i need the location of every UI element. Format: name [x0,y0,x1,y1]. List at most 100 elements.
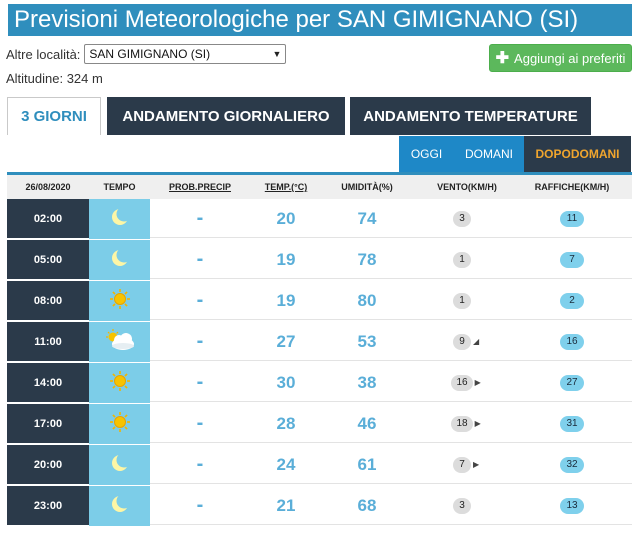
tab-andamento-giornaliero[interactable]: ANDAMENTO GIORNALIERO [107,97,345,135]
day-tab-domani[interactable]: DOMANI [454,136,524,172]
tab-andamento-temperature[interactable]: ANDAMENTO TEMPERATURE [350,97,591,135]
weather-icon-cell [89,363,150,403]
row-gusts: 16 [517,322,627,361]
altitude-text: Altitudine: 324 m [6,71,103,86]
cloudy-icon [103,328,137,357]
row-prob-precip: - [196,248,204,270]
table-row: 05:00 - 19 78 1 7 [7,240,632,280]
sun-icon [109,411,131,438]
moon-icon [109,206,131,233]
table-row: 02:00 - 20 74 3 11 [7,199,632,239]
weather-icon-cell [89,445,150,485]
wind-direction-icon: ▶ [473,460,480,469]
row-wind: 3 [417,486,517,525]
gust-speed-badge: 31 [560,415,584,432]
weather-icon-cell [89,281,150,321]
table-row: 11:00 - 27 53 9 ◢ 16 [7,322,632,362]
row-time: 05:00 [7,240,89,279]
day-tab-dopodomani[interactable]: DOPODOMANI [524,136,631,172]
gust-speed-badge: 13 [560,497,584,514]
weather-icon-cell [89,322,150,362]
row-wind: 1 [417,281,517,320]
row-gusts: 11 [517,199,627,238]
wind-direction-icon: ▶ [474,378,481,387]
gust-speed-badge: 7 [560,251,584,268]
tab-3-giorni[interactable]: 3 GIORNI [7,97,101,135]
row-temperature: 21 [276,495,296,515]
wind-speed-badge: 7 [453,456,471,473]
row-humidity: 61 [357,454,377,474]
wind-speed-badge: 3 [453,210,471,227]
gust-speed-badge: 32 [560,456,584,473]
row-humidity: 46 [357,413,377,433]
row-time: 20:00 [7,445,89,484]
row-humidity: 53 [357,331,377,351]
row-time: 08:00 [7,281,89,320]
row-temperature: 27 [276,331,296,351]
day-tab-oggi[interactable]: OGGI [399,136,454,172]
row-humidity: 80 [357,290,377,310]
header-raffiche: RAFFICHE(KM/H) [534,182,610,192]
row-prob-precip: - [196,330,204,352]
row-gusts: 32 [517,445,627,484]
wind-direction-icon: ▶ [474,419,481,428]
row-temperature: 30 [276,372,296,392]
weather-icon-cell [89,240,150,280]
row-time: 02:00 [7,199,89,238]
header-prob-precip[interactable]: PROB.PRECIP [168,182,231,192]
location-select[interactable]: SAN GIMIGNANO (SI) ▼ [84,44,287,64]
wind-speed-badge: 1 [453,251,471,268]
header-umidita: UMIDITÀ(%) [341,182,393,192]
wind-speed-badge: 18 [451,415,473,432]
table-row: 20:00 - 24 61 7 ▶ 32 [7,445,632,485]
weather-icon-cell [89,486,150,526]
row-temperature: 20 [276,208,296,228]
add-favorite-button[interactable]: ✚ Aggiungi ai preferiti [489,44,632,72]
row-temperature: 19 [276,249,296,269]
row-gusts: 27 [517,363,627,402]
weather-icon-cell [89,199,150,239]
row-time: 23:00 [7,486,89,525]
row-humidity: 74 [357,208,377,228]
row-wind: 3 [417,199,517,238]
row-time: 11:00 [7,322,89,361]
wind-speed-badge: 3 [453,497,471,514]
day-tabs: OGGI DOMANI DOPODOMANI [399,136,631,172]
location-row: Altre località: SAN GIMIGNANO (SI) ▼ [6,43,287,65]
row-humidity: 38 [357,372,377,392]
row-time: 17:00 [7,404,89,443]
row-prob-precip: - [196,412,204,434]
row-prob-precip: - [196,453,204,475]
row-humidity: 78 [357,249,377,269]
wind-speed-badge: 1 [453,292,471,309]
row-temperature: 24 [276,454,296,474]
row-gusts: 13 [517,486,627,525]
row-gusts: 31 [517,404,627,443]
gust-speed-badge: 16 [560,333,584,350]
plus-icon: ✚ [495,50,510,67]
row-gusts: 2 [517,281,627,320]
table-row: 17:00 - 28 46 18 ▶ 31 [7,404,632,444]
header-temp[interactable]: TEMP.(°C) [264,182,308,192]
row-wind: 9 ◢ [417,322,517,361]
header-date: 26/08/2020 [25,182,71,192]
table-divider [7,172,632,175]
gust-speed-badge: 11 [560,210,584,227]
sun-icon [109,288,131,315]
row-prob-precip: - [196,207,204,229]
header-tempo: TEMPO [103,182,136,192]
row-wind: 7 ▶ [417,445,517,484]
page-title: Previsioni Meteorologiche per SAN GIMIGN… [8,4,632,36]
location-select-value: SAN GIMIGNANO (SI) [89,47,211,61]
row-temperature: 28 [276,413,296,433]
row-prob-precip: - [196,371,204,393]
table-header: 26/08/2020 TEMPO PROB.PRECIP TEMP.(°C) U… [7,175,632,199]
wind-speed-badge: 9 [453,333,471,350]
moon-icon [109,452,131,479]
table-row: 14:00 - 30 38 16 ▶ 27 [7,363,632,403]
add-favorite-label: Aggiungi ai preferiti [514,50,626,66]
row-prob-precip: - [196,494,204,516]
gust-speed-badge: 2 [560,292,584,309]
wind-speed-badge: 16 [451,374,473,391]
